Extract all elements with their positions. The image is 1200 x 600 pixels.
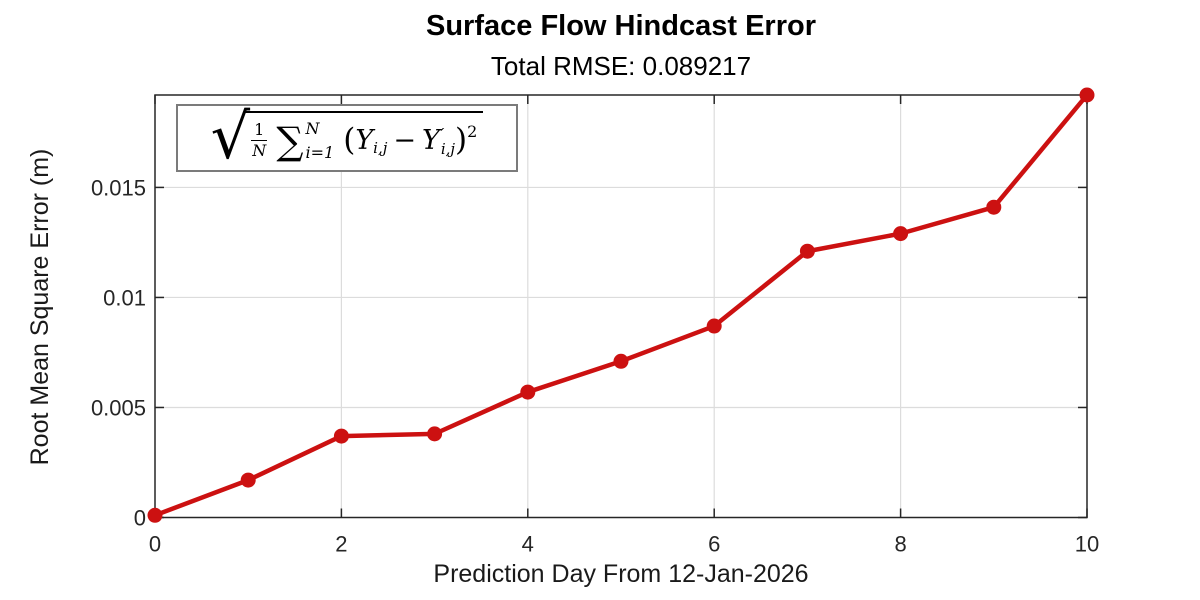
variable-Y-prime-symbol: Y	[421, 125, 440, 156]
variable-Y: Y i,j	[355, 125, 388, 157]
data-point-day-3	[427, 426, 443, 442]
summation-limits: N i=1	[305, 118, 335, 162]
x-tick-label: 6	[708, 532, 720, 557]
variable-Y-prime: Y ′ i,j	[421, 125, 455, 157]
y-tick-label: 0	[134, 506, 146, 531]
variable-Y-prime-subscript: i,j	[440, 140, 456, 158]
sigma-glyph: ∑	[276, 118, 304, 163]
x-tick-label: 0	[149, 532, 161, 557]
variable-Y-prime-scripts: ′ i,j	[441, 127, 455, 157]
prime-mark: ′	[440, 125, 445, 143]
sqrt-radicand: 1 N ∑ N i=1 ( Y i,j −	[245, 110, 484, 166]
chart-title: Surface Flow Hindcast Error	[426, 10, 816, 42]
fraction-denominator: N	[252, 141, 267, 160]
data-point-day-2	[333, 428, 349, 444]
summation-upper-limit: N	[305, 118, 320, 138]
fraction-one-over-N: 1 N	[251, 122, 268, 160]
axes-box	[154, 94, 1088, 519]
sqrt-expression: √ 1 N ∑ N i=1 ( Y i,j	[210, 99, 484, 173]
data-point-day-1	[240, 472, 256, 488]
data-point-day-10	[1079, 87, 1095, 103]
x-tick-label: 8	[894, 532, 906, 557]
summation-lower-limit: i=1	[305, 142, 335, 162]
sqrt-radical-glyph: √	[210, 99, 251, 173]
exponent-2: 2	[467, 122, 478, 141]
data-point-day-4	[520, 384, 536, 400]
summation: ∑ N i=1	[276, 118, 335, 163]
fraction-numerator: 1	[251, 122, 268, 141]
y-tick-label: 0.01	[103, 285, 146, 310]
squared-difference-expression: ( Y i,j − Y ′ i,j ) 2	[343, 122, 478, 158]
data-point-day-5	[613, 353, 629, 369]
minus-sign: −	[393, 125, 416, 156]
x-tick-label: 10	[1075, 532, 1099, 557]
chart-subtitle: Total RMSE: 0.089217	[490, 51, 752, 81]
left-paren: (	[343, 122, 356, 158]
right-paren: )	[455, 122, 468, 158]
variable-Y-subscript: i,j	[373, 139, 388, 157]
data-point-day-7	[799, 243, 815, 259]
data-point-day-9	[986, 199, 1002, 215]
x-tick-label: 2	[335, 532, 347, 557]
y-tick-label: 0.015	[91, 175, 146, 200]
x-axis-label: Prediction Day From 12-Jan-2026	[433, 560, 809, 588]
rmse-formula-annotation: √ 1 N ∑ N i=1 ( Y i,j	[176, 104, 518, 172]
y-axis-label: Root Mean Square Error (m)	[26, 148, 54, 466]
data-point-day-8	[893, 226, 909, 242]
y-tick-label: 0.005	[91, 395, 146, 420]
data-point-day-6	[706, 318, 722, 334]
data-point-day-0	[147, 507, 163, 523]
variable-Y-symbol: Y	[355, 125, 374, 156]
x-tick-label: 4	[522, 532, 534, 557]
